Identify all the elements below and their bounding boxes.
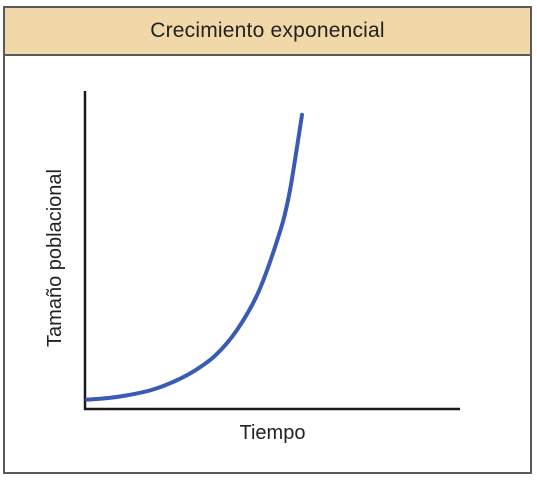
chart-area: Tiempo Tamaño poblacional <box>5 56 530 472</box>
chart-svg: Tiempo Tamaño poblacional <box>44 91 460 444</box>
chart-panel: Crecimiento exponencial Tiempo Tamaño pob… <box>3 6 532 474</box>
growth-curve-series-0 <box>85 112 304 402</box>
y-axis-label: Tamaño poblacional <box>44 169 66 347</box>
chart-header: Crecimiento exponencial <box>5 8 530 56</box>
x-axis-label: Tiempo <box>240 422 306 444</box>
chart-title: Crecimiento exponencial <box>150 19 385 42</box>
